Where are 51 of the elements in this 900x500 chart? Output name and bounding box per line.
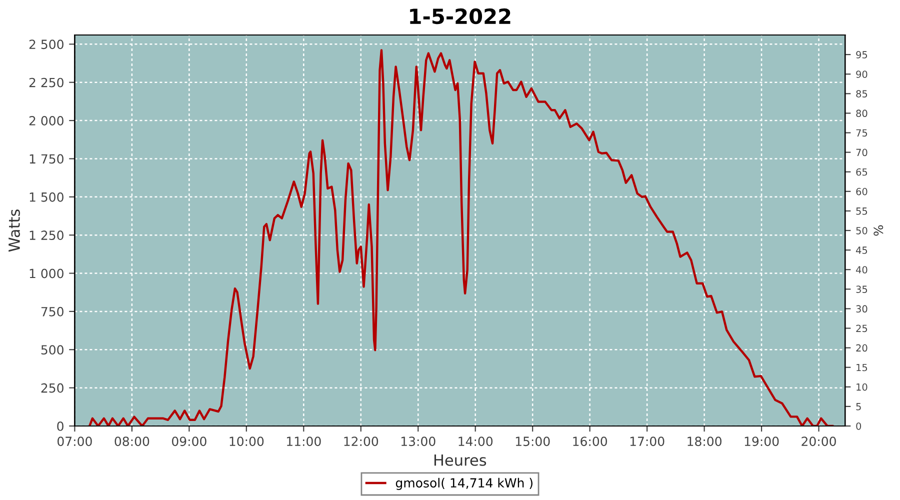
y-tick-label: 1 500 <box>30 192 64 202</box>
y2-tick-label: 15 <box>856 364 868 372</box>
x-tick-label: 14:00 <box>458 436 493 446</box>
y-axis-title: Watts <box>8 210 20 252</box>
y2-tick-label: 35 <box>856 286 868 293</box>
y-tick-label: 750 <box>41 306 64 316</box>
y2-tick-label: 45 <box>856 246 868 254</box>
x-tick-label: 18:00 <box>688 436 722 446</box>
y2-tick-label: 60 <box>856 188 868 196</box>
y2-tick-label: 30 <box>856 305 868 313</box>
x-tick-label: 20:00 <box>802 436 836 446</box>
y2-tick-label: 5 <box>856 403 861 410</box>
y-tick-label: 250 <box>41 383 64 393</box>
y2-tick-label: 40 <box>856 266 868 274</box>
x-tick-label: 19:00 <box>744 436 779 446</box>
y-tick-label: 2 000 <box>29 116 64 126</box>
y2-tick-label: 20 <box>856 344 868 352</box>
y2-tick-label: 80 <box>856 110 868 118</box>
x-tick-label: 16:00 <box>573 436 608 446</box>
x-tick-label: 07:00 <box>58 436 92 446</box>
y-tick-label: 1 000 <box>30 268 64 278</box>
y2-tick-label: 55 <box>856 208 868 215</box>
x-tick-label: 11:00 <box>287 436 321 446</box>
y2-tick-label: 70 <box>856 148 868 156</box>
x-tick-label: 10:00 <box>230 436 264 446</box>
x-tick-label: 08:00 <box>114 436 150 446</box>
y2-tick-label: 85 <box>856 90 868 98</box>
y-tick-label: 2 500 <box>29 40 64 50</box>
y2-tick-label: 95 <box>856 51 868 58</box>
chart-title: 1-5-2022 <box>410 8 510 24</box>
x-tick-label: 17:00 <box>630 436 664 446</box>
y2-tick-label: 10 <box>856 383 868 391</box>
y2-tick-label: 50 <box>856 226 868 234</box>
y2-tick-label: 25 <box>856 324 868 332</box>
line-series <box>88 49 834 426</box>
y-tick-label: 1 750 <box>30 154 64 164</box>
y-tick-label: 0 <box>57 421 64 431</box>
y2-tick-label: 90 <box>856 70 868 78</box>
y2-axis-title: % <box>874 225 884 236</box>
x-tick-label: 09:00 <box>172 436 206 446</box>
y2-tick-label: 75 <box>856 129 868 137</box>
y-tick-label: 1 250 <box>30 230 64 240</box>
y2-tick-label: 0 <box>856 422 862 430</box>
y2-tick-label: 65 <box>856 168 868 176</box>
x-tick-label: 13:00 <box>401 436 436 446</box>
legend-label: gmosol( 14,714 kWh ) <box>396 478 532 490</box>
y-tick-label: 500 <box>41 345 64 355</box>
x-tick-label: 15:00 <box>516 436 550 446</box>
x-tick-label: 12:00 <box>344 436 378 446</box>
x-axis-title: Heures <box>434 454 486 466</box>
y-tick-label: 2 250 <box>29 78 64 88</box>
